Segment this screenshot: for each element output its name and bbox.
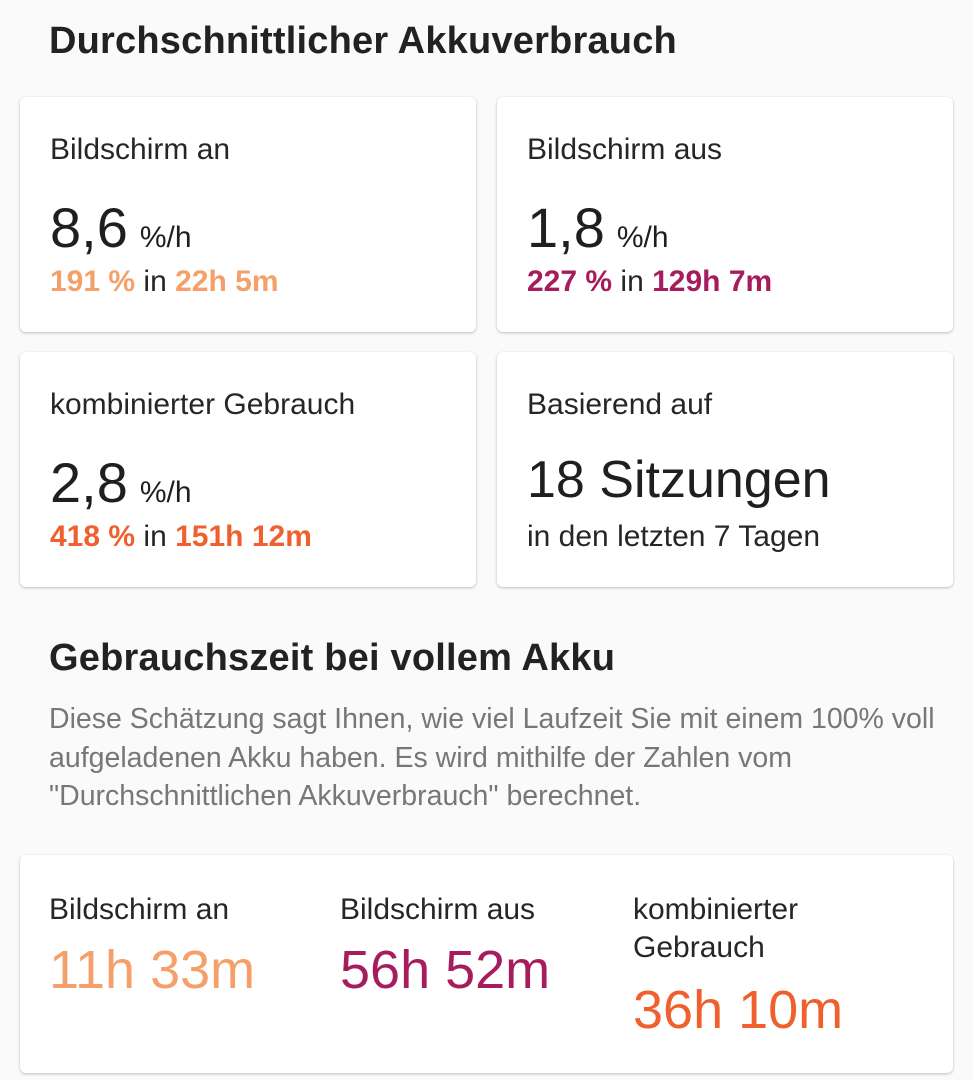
full-charge-title: Gebrauchszeit bei vollem Akku [49, 637, 616, 679]
estimate-combined-value: 36h 10m [633, 980, 844, 1040]
estimate-screen-off-value: 56h 52m [340, 940, 551, 1000]
screen-on-detail: 191 % in 22h 5m [50, 265, 279, 299]
sessions-period: in den letzten 7 Tagen [527, 520, 821, 553]
estimate-screen-off-label: Bildschirm aus [340, 893, 536, 926]
screen-off-rate: 1,8 %/h [527, 195, 669, 260]
full-charge-estimate-card: Bildschirm an 11h 33m Bildschirm aus 56h… [20, 855, 953, 1073]
combined-duration: 151h 12m [175, 520, 312, 553]
screen-off-rate-value: 1,8 [527, 196, 605, 259]
combined-percent: 418 % [50, 520, 136, 553]
screen-off-rate-unit: %/h [616, 221, 669, 254]
screen-off-connector: in [612, 265, 653, 298]
screen-on-rate: 8,6 %/h [50, 195, 192, 260]
screen-on-percent: 191 % [50, 265, 136, 298]
estimate-screen-on-value: 11h 33m [49, 940, 256, 1000]
screen-on-card: Bildschirm an 8,6 %/h 191 % in 22h 5m [20, 97, 476, 332]
average-usage-title: Durchschnittlicher Akkuverbrauch [49, 20, 677, 62]
combined-connector: in [135, 520, 176, 553]
sessions-label: Basierend auf [527, 388, 713, 421]
estimate-combined-label: kombinierter Gebrauch [633, 893, 799, 964]
combined-label: kombinierter Gebrauch [50, 388, 356, 421]
sessions-card: Basierend auf 18 Sitzungen in den letzte… [497, 352, 953, 587]
screen-off-duration: 129h 7m [652, 265, 773, 298]
estimate-screen-on-label: Bildschirm an [49, 893, 230, 926]
screen-on-rate-unit: %/h [139, 221, 192, 254]
combined-detail: 418 % in 151h 12m [50, 520, 312, 554]
sessions-count: 18 Sitzungen [527, 451, 831, 509]
screen-on-connector: in [135, 265, 176, 298]
combined-usage-card: kombinierter Gebrauch 2,8 %/h 418 % in 15… [20, 352, 476, 587]
screen-on-duration: 22h 5m [175, 265, 279, 298]
screen-on-label: Bildschirm an [50, 133, 231, 166]
combined-rate-value: 2,8 [50, 451, 128, 514]
screen-off-detail: 227 % in 129h 7m [527, 265, 772, 299]
screen-off-percent: 227 % [527, 265, 613, 298]
screen-on-rate-value: 8,6 [50, 196, 128, 259]
screen-off-label: Bildschirm aus [527, 133, 723, 166]
screen-off-card: Bildschirm aus 1,8 %/h 227 % in 129h 7m [497, 97, 953, 332]
combined-rate: 2,8 %/h [50, 450, 192, 515]
combined-rate-unit: %/h [139, 476, 192, 509]
full-charge-description: Diese Schätzung sagt Ihnen, wie viel Lau… [49, 703, 935, 812]
